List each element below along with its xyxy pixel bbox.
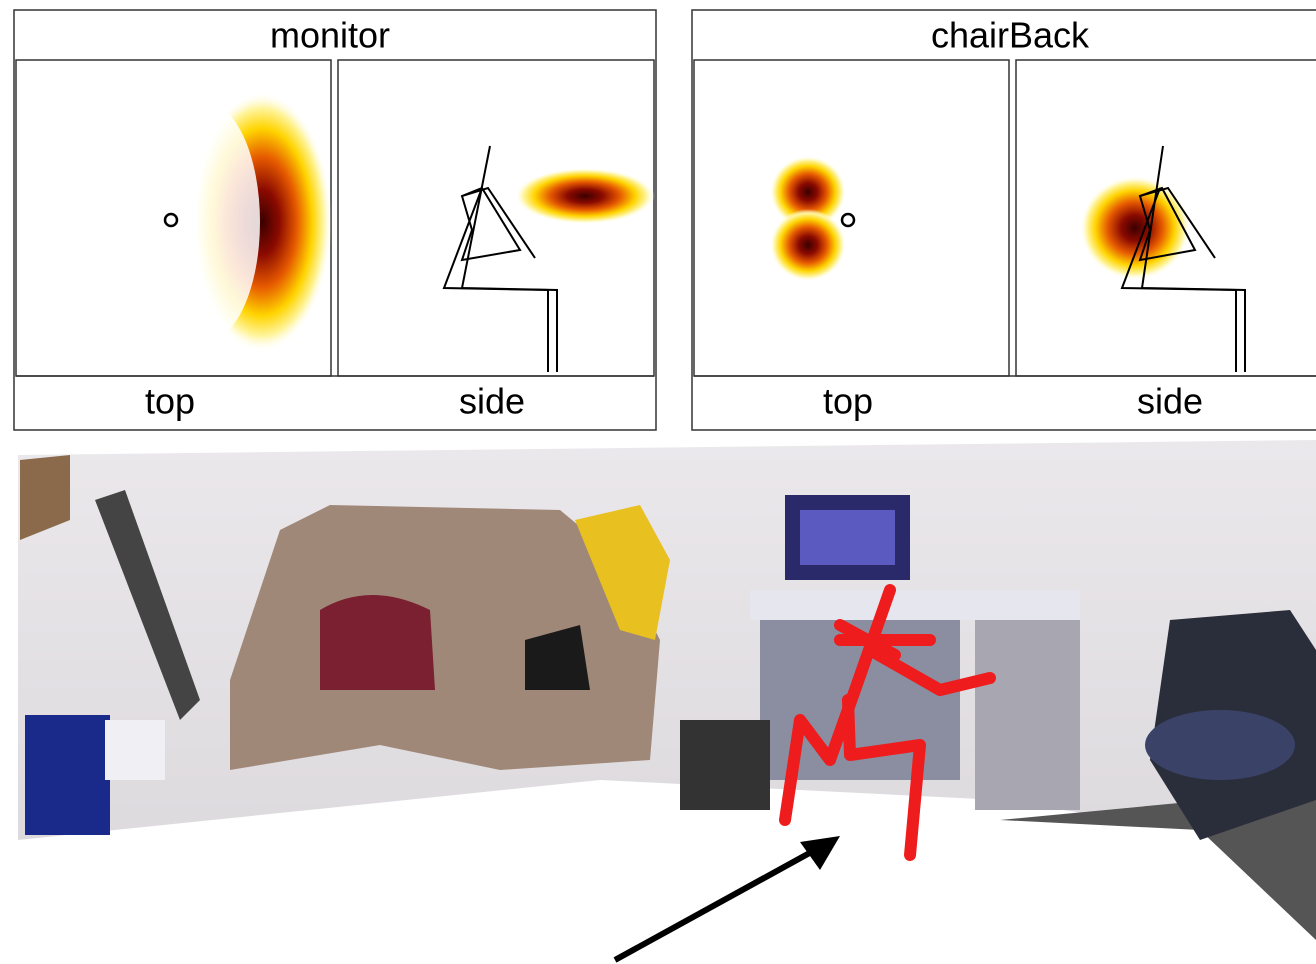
heatmap [515,168,655,224]
view-label: top [145,381,195,422]
view-label: top [823,381,873,422]
page: monitor top side chairBack [0,0,1316,964]
heatmap [1080,176,1190,280]
view-label: side [1137,381,1203,422]
panel-title: monitor [270,15,390,56]
figure: monitor top side chairBack [0,0,1316,964]
view-label: side [459,381,525,422]
scene [18,440,1316,964]
panel: monitor top side [14,10,656,430]
panel: chairBack top side [692,10,1316,430]
panel-title: chairBack [931,15,1090,56]
view-top [694,60,1009,376]
